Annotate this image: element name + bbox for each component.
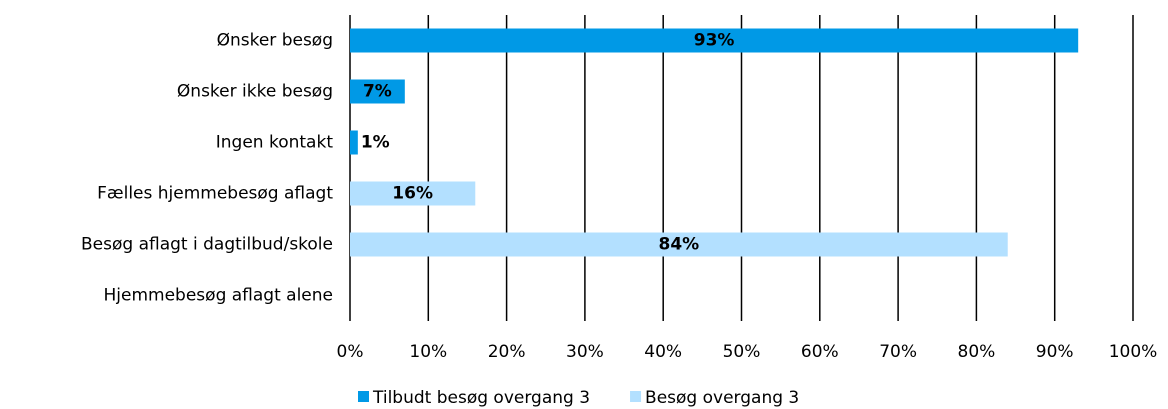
y-tick-label: Ingen kontakt (216, 133, 334, 153)
bar (350, 79, 405, 104)
value-label: 16% (392, 184, 433, 204)
legend-swatch (358, 391, 369, 402)
x-tick-label: 20% (488, 342, 526, 362)
y-tick-label: Fælles hjemmebesøg aflagt (97, 184, 333, 204)
x-tick-label: 90% (1036, 342, 1074, 362)
bar (350, 130, 358, 155)
x-tick-label: 50% (723, 342, 761, 362)
value-label: 7% (363, 82, 392, 102)
y-tick-label: Ønsker besøg (217, 31, 333, 51)
x-tick-label: 100% (1109, 342, 1158, 362)
x-tick-label: 30% (566, 342, 604, 362)
x-tick-label: 70% (879, 342, 917, 362)
value-label: 93% (694, 31, 735, 51)
x-tick-label: 60% (801, 342, 839, 362)
y-tick-label: Ønsker ikke besøg (177, 82, 333, 102)
x-tick-label: 0% (337, 342, 364, 362)
y-tick-label: Besøg aflagt i dagtilbud/skole (81, 235, 333, 255)
bar (350, 181, 476, 206)
x-tick-label: 80% (958, 342, 996, 362)
x-tick-label: 40% (644, 342, 682, 362)
bar (350, 28, 1079, 53)
value-label: 84% (659, 235, 700, 255)
y-tick-label: Hjemmebesøg aflagt alene (104, 286, 333, 306)
legend-swatch (630, 391, 642, 402)
legend-label: Besøg overgang 3 (645, 388, 799, 408)
legend-label: Tilbudt besøg overgang 3 (372, 388, 590, 408)
bar (350, 232, 1008, 257)
x-tick-label: 10% (409, 342, 447, 362)
value-label: 1% (361, 133, 390, 153)
